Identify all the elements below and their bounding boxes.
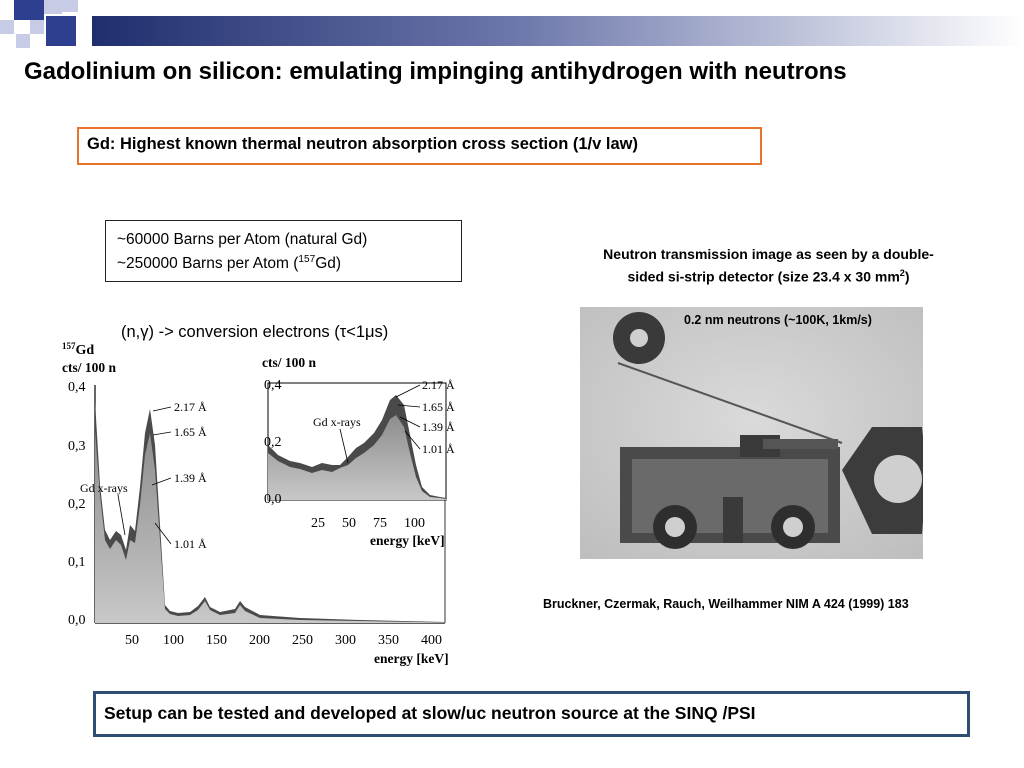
- inset-ann-gd-xrays: Gd x-rays: [313, 415, 361, 429]
- main-ytick-0.1: 0,1: [68, 555, 86, 570]
- header-gradient-bar: [92, 16, 1024, 46]
- deco-square-3: [62, 0, 78, 12]
- main-xtick-400: 400: [421, 633, 442, 648]
- main-xlabel: energy [keV]: [374, 651, 449, 666]
- inset-xtick-50: 50: [342, 516, 356, 531]
- main-xtick-150: 150: [206, 633, 227, 648]
- barns-line-2-prefix: ~250000 Barns per Atom (: [117, 255, 299, 273]
- barns-box: [105, 220, 462, 282]
- main-xtick-300: 300: [335, 633, 356, 648]
- highlight-box-text: Gd: Highest known thermal neutron absorp…: [87, 135, 638, 153]
- barns-line-1: ~60000 Barns per Atom (natural Gd): [117, 231, 368, 248]
- main-spectrum-light: [95, 430, 445, 623]
- main-xtick-100: 100: [163, 633, 184, 648]
- main-ann-gd-xrays: Gd x-rays: [80, 481, 128, 495]
- main-ann-1.01: 1.01 Å: [174, 537, 207, 551]
- main-isotope-label: 157Gd: [62, 341, 94, 358]
- inset-ytick-0.0: 0,0: [264, 492, 282, 507]
- main-ytick-0.4: 0,4: [68, 380, 86, 395]
- bottom-note-box: [93, 691, 970, 737]
- main-ytick-0.3: 0,3: [68, 439, 86, 454]
- main-ann-1.39: 1.39 Å: [174, 471, 207, 485]
- main-ann-1.65: 1.65 Å: [174, 425, 207, 439]
- deco-square-2: [44, 0, 62, 14]
- deco-square-4: [0, 20, 14, 34]
- neutron-caption-line-1: Neutron transmission image as seen by a …: [603, 246, 934, 262]
- conversion-text: (n,γ) -> conversion electrons (τ<1μs): [121, 323, 389, 341]
- barns-isotope-sup: 157: [298, 254, 316, 265]
- inset-ylabel: cts/ 100 n: [262, 355, 316, 370]
- inset-xtick-100: 100: [404, 516, 425, 531]
- highlight-box: [77, 127, 762, 165]
- inset-ytick-0.2: 0,2: [264, 435, 282, 450]
- deco-square-7: [16, 34, 30, 48]
- neutron-caption-line-2-suffix: ): [904, 268, 910, 285]
- neutron-image-label: 0.2 nm neutrons (~100K, 1km/s): [684, 313, 872, 327]
- inset-ann-1.39: 1.39 Å: [422, 420, 455, 434]
- inset-ann-1.65: 1.65 Å: [422, 400, 455, 414]
- neutron-image-caption: Neutron transmission image as seen by a …: [555, 245, 982, 287]
- neutron-caption-line-2: sided si-strip detector (size 23.4 x 30 …: [555, 264, 982, 287]
- inset-ytick-0.4: 0,4: [264, 378, 282, 393]
- main-ytick-0.0: 0,0: [68, 613, 86, 628]
- main-ytick-0.2: 0,2: [68, 497, 86, 512]
- bottom-note-text: Setup can be tested and developed at slo…: [104, 703, 756, 723]
- barns-line-2-suffix: Gd): [315, 255, 342, 273]
- main-ann-2.17: 2.17 Å: [174, 400, 207, 414]
- inset-xtick-75: 75: [373, 516, 387, 531]
- main-xtick-250: 250: [292, 633, 313, 648]
- neutron-caption-line-2-prefix: sided si-strip detector (size 23.4 x 30 …: [627, 268, 900, 285]
- main-xtick-350: 350: [378, 633, 399, 648]
- inset-ann-2.17: 2.17 Å: [422, 378, 455, 392]
- inset-xlabel: energy [keV]: [370, 533, 445, 548]
- inset-spectrum-light: [268, 415, 446, 500]
- deco-square-6: [46, 16, 76, 46]
- main-xtick-200: 200: [249, 633, 270, 648]
- neutron-caption-sup: 2: [899, 268, 905, 278]
- barns-line-2: ~250000 Barns per Atom (157Gd): [117, 254, 341, 273]
- main-xtick-50: 50: [125, 633, 139, 648]
- deco-square-5: [30, 20, 44, 34]
- deco-square-1: [14, 0, 44, 20]
- main-ylabel: cts/ 100 n: [62, 360, 116, 375]
- inset-ann-1.01: 1.01 Å: [422, 442, 455, 456]
- reference-citation: Bruckner, Czermak, Rauch, Weilhammer NIM…: [543, 597, 909, 611]
- inset-xtick-25: 25: [311, 516, 325, 531]
- neutron-transmission-image: [580, 307, 923, 559]
- spectrum-figure: 0,4 0,3 0,2 0,1 0,0 50 100 150 200 250 3…: [62, 341, 455, 666]
- slide-title: Gadolinium on silicon: emulating impingi…: [24, 58, 847, 85]
